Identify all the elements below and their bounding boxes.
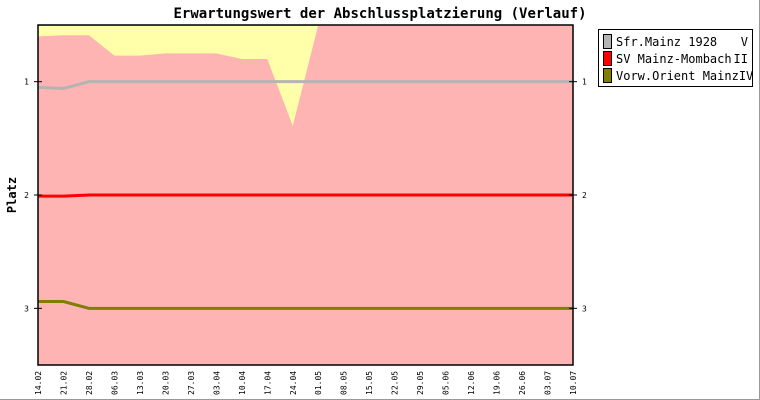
x-tick-label: 14.02 xyxy=(34,371,43,395)
x-tick-label: 03.07 xyxy=(544,371,553,395)
legend-label: SV Mainz-Mombach xyxy=(616,51,732,66)
x-tick-label: 10.04 xyxy=(238,371,247,395)
x-tick-label: 08.05 xyxy=(340,371,349,395)
y-axis-label: Platz xyxy=(5,177,19,213)
x-tick-label: 27.03 xyxy=(187,371,196,395)
x-tick-label: 12.06 xyxy=(467,371,476,395)
legend-item: SV Mainz-Mombach II xyxy=(603,50,748,67)
x-tick-label: 03.04 xyxy=(212,371,221,395)
legend-rank: II xyxy=(733,51,748,66)
x-tick-label: 21.02 xyxy=(59,371,68,395)
legend: Sfr.Mainz 1928 V SV Mainz-Mombach II Vorw.Or… xyxy=(598,29,753,87)
y-tick-label-left: 2 xyxy=(24,191,29,200)
y-tick-label-left: 1 xyxy=(24,78,29,87)
series-line-2 xyxy=(38,300,573,310)
x-tick-label: 05.06 xyxy=(442,371,451,395)
series-line-1 xyxy=(38,193,573,198)
y-tick-label-right: 2 xyxy=(582,191,587,200)
legend-item: Sfr.Mainz 1928 V xyxy=(603,33,748,50)
y-tick-label-right: 3 xyxy=(582,304,587,313)
x-tick-label: 19.06 xyxy=(493,371,502,395)
x-tick-label: 20.03 xyxy=(161,371,170,395)
x-tick-label: 29.05 xyxy=(416,371,425,395)
legend-rank: IV xyxy=(738,68,754,83)
legend-label: Vorw.Orient Mainz xyxy=(616,68,739,83)
x-tick-label: 26.06 xyxy=(518,371,527,395)
legend-swatch xyxy=(603,34,612,49)
x-tick-label: 17.04 xyxy=(263,371,272,395)
x-tick-label: 13.03 xyxy=(136,371,145,395)
x-tick-label: 28.02 xyxy=(85,371,94,395)
x-tick-label: 10.07 xyxy=(569,371,578,395)
x-tick-label: 22.05 xyxy=(391,371,400,395)
x-tick-label: 01.05 xyxy=(314,371,323,395)
legend-swatch xyxy=(603,51,612,66)
legend-rank: V xyxy=(740,34,748,49)
y-tick-label-right: 1 xyxy=(582,78,587,87)
x-tick-label: 24.04 xyxy=(289,371,298,395)
y-tick-label-left: 3 xyxy=(24,304,29,313)
series-line-0 xyxy=(37,80,573,90)
legend-swatch xyxy=(603,68,612,83)
x-tick-label: 06.03 xyxy=(110,371,119,395)
x-tick-label: 15.05 xyxy=(365,371,374,395)
legend-label: Sfr.Mainz 1928 xyxy=(616,34,718,49)
chart-title: Erwartungswert der Abschlussplatzierung … xyxy=(173,6,586,22)
legend-item: Vorw.Orient Mainz IV xyxy=(603,67,753,84)
